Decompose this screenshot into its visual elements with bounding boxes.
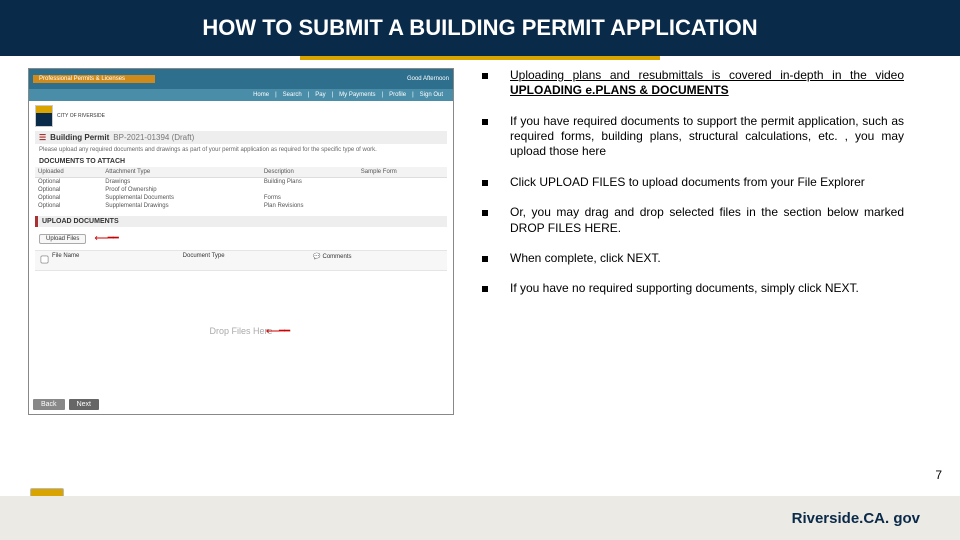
app-window: Professional Permits & Licenses Good Aft… [28, 68, 454, 415]
next-button[interactable]: Next [69, 399, 99, 410]
bullet-text: If you have no required supporting docum… [510, 281, 859, 296]
bullet-item: When complete, click NEXT. [482, 251, 904, 266]
table-row: OptionalSupplemental DocumentsForms [35, 194, 447, 202]
bullet-text: Click UPLOAD FILES to upload documents f… [510, 175, 865, 190]
screenshot-column: Professional Permits & Licenses Good Aft… [28, 68, 458, 415]
back-button[interactable]: Back [33, 399, 65, 410]
bullet-text: Or, you may drag and drop selected files… [510, 205, 904, 236]
bullet-list: Uploading plans and resubmittals is cove… [482, 68, 904, 297]
footer-band: Riverside.CA. gov [0, 496, 960, 540]
doclist-title: DOCUMENTS TO ATTACH [35, 156, 447, 167]
col-uploaded: Uploaded [35, 167, 102, 178]
app-nav: Home| Search| Pay| My Payments| Profile|… [29, 89, 453, 101]
nav-mypayments[interactable]: My Payments [339, 92, 375, 98]
page-number: 7 [935, 468, 942, 482]
bullet-square-icon [482, 180, 488, 186]
nav-search[interactable]: Search [283, 92, 302, 98]
permit-title: Building Permit [50, 133, 109, 142]
bullet-square-icon [482, 256, 488, 262]
doc-table: Uploaded Attachment Type Description Sam… [35, 167, 447, 210]
upload-files-button[interactable]: Upload Files [39, 234, 86, 244]
bullet-item: If you have no required supporting docum… [482, 281, 904, 296]
app-toptab: Professional Permits & Licenses [33, 75, 155, 83]
drop-text: Drop Files Here [209, 326, 272, 336]
bullet-square-icon [482, 73, 488, 79]
select-all-checkbox[interactable] [41, 256, 49, 264]
col-filename: File Name [52, 253, 183, 268]
bullet-item: Uploading plans and resubmittals is cove… [482, 68, 904, 99]
bullet-square-icon [482, 119, 488, 125]
mini-logo-icon [35, 105, 53, 127]
col-comments: 💬 Comments [313, 253, 444, 268]
table-row: OptionalSupplemental DrawingsPlan Revisi… [35, 202, 447, 210]
permit-header: ☰ Building Permit BP-2021-01394 (Draft) [35, 131, 447, 144]
footer-url: Riverside.CA. gov [792, 510, 920, 527]
col-sample: Sample Form [358, 167, 447, 178]
table-row: OptionalDrawingsBuilding Plans [35, 178, 447, 187]
nav-signout[interactable]: Sign Out [420, 92, 443, 98]
app-topbar: Professional Permits & Licenses Good Aft… [29, 69, 453, 89]
nav-profile[interactable]: Profile [389, 92, 406, 98]
table-row: OptionalProof of Ownership [35, 186, 447, 194]
nav-pay[interactable]: Pay [315, 92, 325, 98]
bullet-square-icon [482, 210, 488, 216]
bullet-item: Click UPLOAD FILES to upload documents f… [482, 175, 904, 190]
page-title: HOW TO SUBMIT A BUILDING PERMIT APPLICAT… [202, 16, 757, 40]
nav-home[interactable]: Home [253, 92, 269, 98]
bullet-text: Uploading plans and resubmittals is cove… [510, 68, 904, 99]
bullet-text: If you have required documents to suppor… [510, 114, 904, 160]
bullet-item: Or, you may drag and drop selected files… [482, 205, 904, 236]
file-header-row: File Name Document Type 💬 Comments [35, 250, 447, 271]
col-type: Attachment Type [102, 167, 261, 178]
mini-logo-text: CITY OF RIVERSIDE [57, 113, 105, 119]
arrow-icon: ⟵━━ [94, 233, 117, 244]
bullet-item: If you have required documents to suppor… [482, 114, 904, 160]
arrow-icon: ⟵━━ [266, 326, 289, 337]
bullet-text: When complete, click NEXT. [510, 251, 661, 266]
col-desc: Description [261, 167, 358, 178]
bullet-square-icon [482, 286, 488, 292]
title-band: HOW TO SUBMIT A BUILDING PERMIT APPLICAT… [0, 0, 960, 56]
drop-files-area[interactable]: Drop Files Here ⟵━━ [35, 271, 447, 391]
upload-title: UPLOAD DOCUMENTS [35, 216, 447, 227]
col-doctype: Document Type [183, 253, 314, 268]
app-greeting: Good Afternoon [407, 76, 449, 82]
permit-sub: BP-2021-01394 (Draft) [113, 133, 194, 142]
permit-note: Please upload any required documents and… [35, 144, 447, 156]
instructions-column: Uploading plans and resubmittals is cove… [458, 68, 904, 415]
